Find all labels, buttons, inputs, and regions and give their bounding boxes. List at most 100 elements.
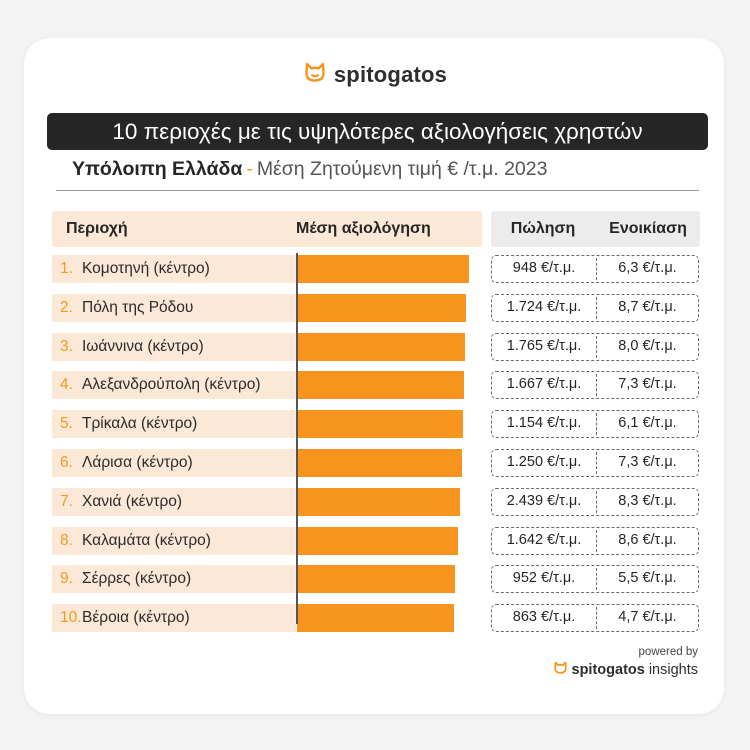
sale-price: 863 €/τ.μ. [512,609,576,626]
row-rank: 9. [60,570,73,588]
price-box: 1.724 €/τ.μ. 8,7 €/τ.μ. [491,293,699,322]
price-box: 1.765 €/τ.μ. 8,0 €/τ.μ. [491,332,699,361]
footer-brand: spitogatos insights [553,660,698,680]
row-background [52,371,296,400]
cat-icon [553,660,568,680]
row-region-name: Λάρισα (κέντρο) [82,454,193,471]
row-rank: 4. [60,376,73,394]
price-box: 1.250 €/τ.μ. 7,3 €/τ.μ. [491,449,699,477]
bar-axis-line [296,253,298,624]
rent-price: 7,3 €/τ.μ. [618,454,677,470]
brand-wordmark: spitogatos [333,61,448,87]
row-background [52,255,296,283]
price-box: 2.439 €/τ.μ. 8,3 €/τ.μ. [491,487,699,516]
row-label: 9. Σέρρες (κέντρο) [60,565,191,593]
sale-price: 1.724 €/τ.μ. [506,298,582,315]
price-divider [596,413,597,436]
price-divider [596,568,597,591]
rating-bar [297,293,467,322]
header-region: Περιοχή [66,220,128,237]
row-region-name: Ιωάννινα (κέντρο) [82,337,204,355]
row-background [52,332,296,361]
price-divider [596,529,597,552]
row-rank: 8. [60,531,73,549]
row-label: 10.Βέροια (κέντρο) [60,604,190,632]
row-label: 7. Χανιά (κέντρο) [60,488,182,516]
powered-by-label: powered by [638,646,698,658]
row-label: 5. Τρίκαλα (κέντρο) [60,410,197,438]
row-region-name: Κομοτηνή (κέντρο) [82,260,210,277]
row-region-name: Πόλη της Ρόδου [82,298,194,316]
row-rank: 5. [60,415,73,433]
price-divider [596,258,597,280]
price-box: 1.667 €/τ.μ. 7,3 €/τ.μ. [491,371,699,400]
row-background [52,449,296,477]
brand-logo: spitogatos [0,60,750,89]
sale-price: 2.439 €/τ.μ. [506,492,582,509]
rent-price: 7,3 €/τ.μ. [618,376,677,393]
price-divider [596,296,597,319]
header-rent: Ενοικίαση [609,220,687,237]
rent-price: 6,1 €/τ.μ. [618,415,677,432]
sale-price: 1.250 €/τ.μ. [506,454,582,470]
sale-price: 1.765 €/τ.μ. [506,337,582,354]
price-box: 952 €/τ.μ. 5,5 €/τ.μ. [491,565,699,594]
row-label: 1. Κομοτηνή (κέντρο) [60,255,210,283]
row-background [52,604,296,633]
header-sale: Πώληση [510,220,576,237]
subtitle-metric: Μέση Ζητούμενη τιμή € /τ.μ. 2023 [256,158,548,180]
price-box: 863 €/τ.μ. 4,7 €/τ.μ. [491,604,699,633]
row-rank: 7. [60,492,73,510]
subtitle-rule [56,190,699,191]
rating-bar [297,410,463,439]
row-region-name: Καλαμάτα (κέντρο) [82,531,211,549]
footer: powered by spitogatos insights [553,646,698,680]
row-background [52,526,296,555]
rating-bar [297,449,463,477]
rating-bar [297,604,455,633]
chart-title: 10 περιοχές με τις υψηλότερες αξιολογήσε… [112,118,643,144]
header-right: Πώληση Ενοικίαση [491,211,700,247]
price-divider [596,607,597,630]
rating-bar [297,255,469,283]
rent-price: 6,3 €/τ.μ. [618,260,677,276]
title-bar: 10 περιοχές με τις υψηλότερες αξιολογήσε… [47,113,708,150]
row-label: 3. Ιωάννινα (κέντρο) [60,333,204,361]
sale-price: 948 €/τ.μ. [512,260,576,276]
row-rank: 10. [60,609,82,627]
rent-price: 8,6 €/τ.μ. [618,531,677,548]
row-region-name: Σέρρες (κέντρο) [82,570,192,588]
price-box: 948 €/τ.μ. 6,3 €/τ.μ. [491,255,699,283]
chart-subtitle: Υπόλοιπη Ελλάδα - Μέση Ζητούμενη τιμή € /τ… [72,158,547,181]
rating-bar [297,332,465,361]
price-box: 1.154 €/τ.μ. 6,1 €/τ.μ. [491,410,699,439]
row-region-name: Βέροια (κέντρο) [82,609,190,627]
cat-icon [303,60,327,89]
footer-brand-light: insights [648,662,698,678]
header-left: Περιοχή Μέση αξιολόγηση [52,211,482,247]
row-rank: 3. [60,337,73,355]
sale-price: 1.642 €/τ.μ. [506,531,582,548]
rent-price: 5,5 €/τ.μ. [618,570,677,587]
rating-bar [297,487,460,516]
rent-price: 8,0 €/τ.μ. [618,337,677,354]
row-rank: 1. [60,260,73,277]
row-region-name: Χανιά (κέντρο) [82,492,183,510]
row-label: 4. Αλεξανδρούπολη (κέντρο) [60,371,261,399]
sale-price: 1.667 €/τ.μ. [506,376,582,393]
price-box: 1.642 €/τ.μ. 8,6 €/τ.μ. [491,526,699,555]
sale-price: 952 €/τ.μ. [512,570,576,587]
rating-bar [297,565,456,594]
rent-price: 4,7 €/τ.μ. [618,609,677,626]
header-rating: Μέση αξιολόγηση [296,220,431,237]
row-label: 2. Πόλη της Ρόδου [60,294,193,322]
row-background [52,293,296,322]
row-background [52,487,296,516]
row-rank: 2. [60,298,73,316]
subtitle-dash: - [246,158,253,180]
sale-price: 1.154 €/τ.μ. [506,415,582,432]
row-label: 6. Λάρισα (κέντρο) [60,449,193,477]
price-divider [596,452,597,474]
rating-bar [297,371,464,400]
row-background [52,410,296,439]
